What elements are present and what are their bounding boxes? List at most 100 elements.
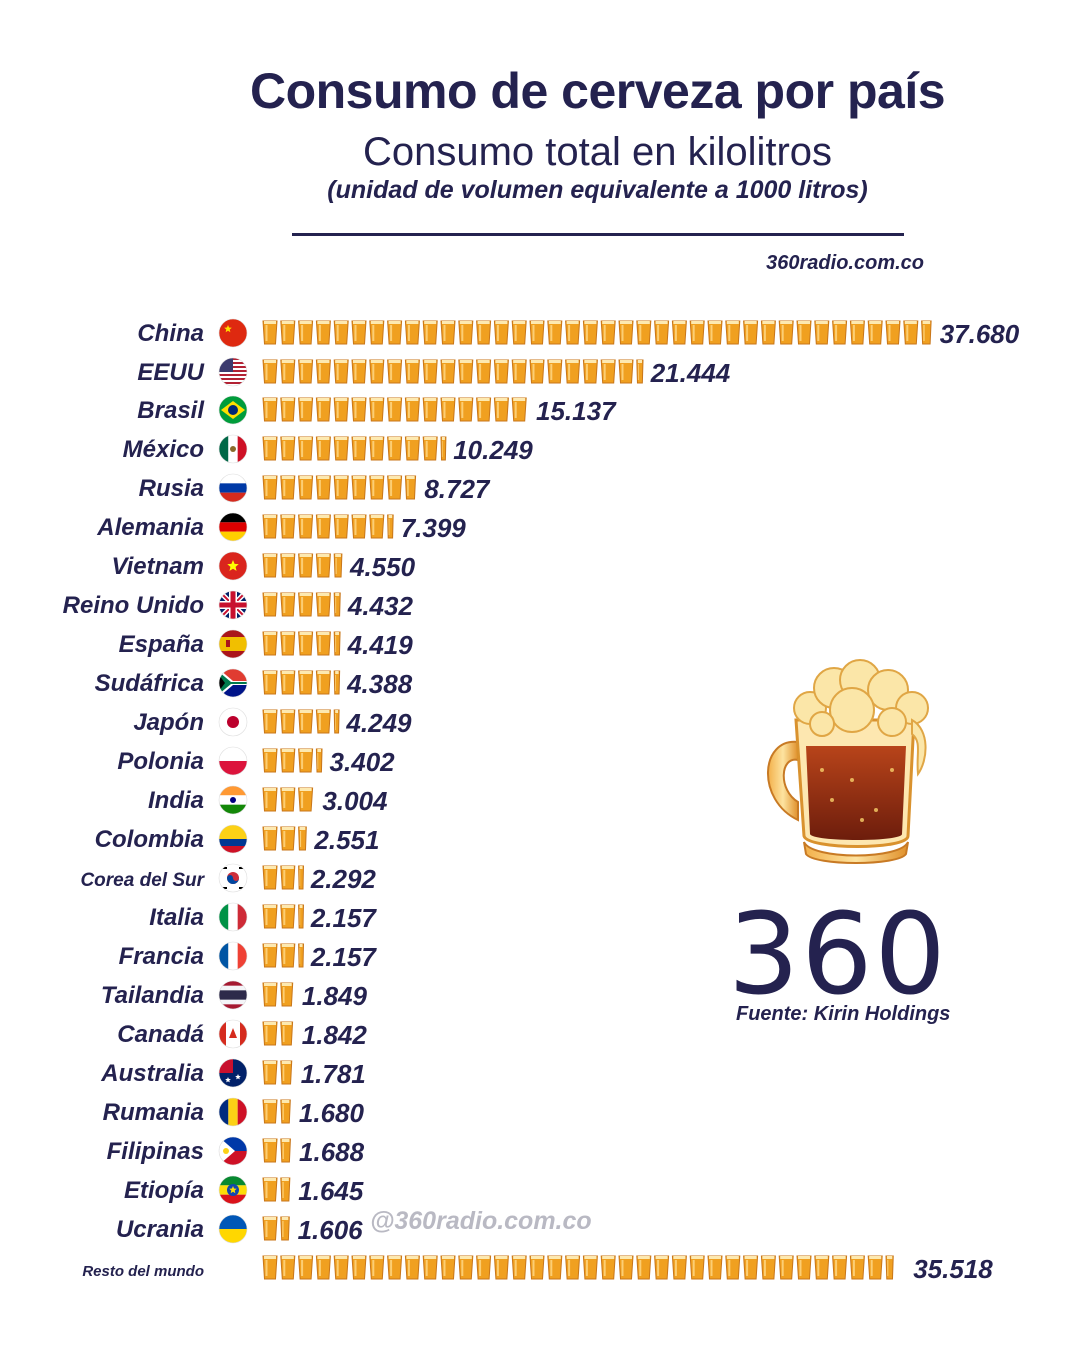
watermark: @360radio.com.co bbox=[370, 1207, 592, 1235]
beer-glass-icon bbox=[280, 514, 296, 539]
beer-glass-icon bbox=[369, 320, 385, 345]
country-label: Corea del Sur bbox=[80, 870, 205, 891]
country-label: India bbox=[148, 787, 204, 814]
country-label: Francia bbox=[119, 943, 204, 970]
south-korea-flag-icon bbox=[218, 863, 248, 893]
beer-glass-icon bbox=[529, 359, 545, 384]
value-label: 1.849 bbox=[302, 981, 368, 1011]
beer-glass-icon bbox=[671, 1255, 687, 1280]
beer-glass-icon bbox=[547, 1255, 563, 1280]
value-label: 4.388 bbox=[346, 669, 413, 699]
beer-glass-icon bbox=[689, 1255, 705, 1280]
beer-glass-icon bbox=[280, 1021, 294, 1046]
country-label: España bbox=[119, 631, 204, 658]
country-label: Reino Unido bbox=[63, 592, 204, 619]
beer-glass-icon bbox=[280, 670, 296, 695]
beer-glass-icon bbox=[280, 592, 296, 617]
beer-glass-icon bbox=[333, 514, 349, 539]
beer-glass-icon bbox=[280, 982, 294, 1007]
country-label: Colombia bbox=[95, 826, 204, 853]
beer-glass-icon bbox=[369, 1255, 385, 1280]
beer-glass-icon bbox=[404, 320, 420, 345]
germany-flag-icon bbox=[218, 512, 248, 542]
beer-glass-icon bbox=[814, 1255, 830, 1280]
beer-glass-icon bbox=[280, 553, 296, 578]
beer-glass-icon bbox=[280, 1099, 291, 1124]
beer-glass-icon bbox=[262, 787, 278, 812]
value-label: 1.781 bbox=[301, 1059, 366, 1089]
china-flag-icon bbox=[218, 318, 248, 348]
beer-glass-icon bbox=[262, 709, 278, 734]
beer-glass-icon bbox=[387, 436, 403, 461]
beer-glass-icon bbox=[280, 631, 296, 656]
beer-glass-icon bbox=[440, 320, 456, 345]
australia-flag-icon bbox=[218, 1058, 248, 1088]
value-label: 1.842 bbox=[302, 1020, 368, 1050]
russia-flag-icon bbox=[218, 473, 248, 503]
beer-glass-icon bbox=[369, 514, 385, 539]
beer-glass-icon bbox=[476, 1255, 492, 1280]
beer-glass-icon bbox=[280, 397, 296, 422]
beer-glass-icon bbox=[387, 1255, 403, 1280]
beer-glass-icon bbox=[298, 826, 307, 851]
beer-glass-icon bbox=[849, 1255, 865, 1280]
brand-logo: 360 bbox=[728, 890, 948, 1020]
beer-glass-icon bbox=[422, 397, 438, 422]
beer-glass-icon bbox=[636, 1255, 652, 1280]
beer-glass-icon bbox=[280, 320, 296, 345]
beer-glass-icon bbox=[760, 320, 776, 345]
beer-glass-icon bbox=[298, 943, 305, 968]
beer-glass-icon bbox=[600, 1255, 616, 1280]
country-label: EEUU bbox=[137, 359, 204, 386]
beer-glass-icon bbox=[262, 592, 278, 617]
beer-glass-icon bbox=[262, 514, 278, 539]
canada-flag-icon bbox=[218, 1019, 248, 1049]
beer-glass-icon bbox=[280, 436, 296, 461]
beer-glass-icon bbox=[387, 359, 403, 384]
beer-glass-icon bbox=[262, 397, 278, 422]
value-label: 2.551 bbox=[313, 825, 379, 855]
beer-glass-icon bbox=[298, 631, 314, 656]
beer-glass-icon bbox=[476, 320, 492, 345]
beer-glass-icon bbox=[369, 436, 385, 461]
country-label: Rumania bbox=[103, 1099, 204, 1126]
page-subtitle: Consumo total en kilolitros bbox=[362, 130, 833, 174]
colombia-flag-icon bbox=[218, 824, 248, 854]
beer-glass-icon bbox=[458, 320, 474, 345]
ethiopia-flag-icon bbox=[218, 1175, 248, 1205]
beer-glass-icon bbox=[315, 514, 331, 539]
beer-glass-icon bbox=[262, 826, 278, 851]
beer-glass-icon bbox=[743, 320, 759, 345]
beer-glass-icon bbox=[458, 359, 474, 384]
beer-glass-icon bbox=[369, 359, 385, 384]
beer-glass-icon bbox=[422, 320, 438, 345]
beer-glass-icon bbox=[280, 1138, 291, 1163]
beer-glass-icon bbox=[262, 631, 278, 656]
beer-glass-icon bbox=[315, 359, 331, 384]
beer-glass-icon bbox=[618, 320, 634, 345]
beer-glass-icon bbox=[333, 475, 349, 500]
beer-glass-icon bbox=[315, 592, 331, 617]
value-label: 2.157 bbox=[310, 942, 378, 972]
beer-glass-icon bbox=[262, 748, 278, 773]
beer-glass-icon bbox=[387, 320, 403, 345]
unit-note: (unidad de volumen equivalente a 1000 li… bbox=[327, 176, 868, 204]
beer-glass-icon bbox=[315, 1255, 331, 1280]
country-label: Sudáfrica bbox=[95, 670, 204, 697]
beer-glass-icon bbox=[262, 904, 278, 929]
beer-glass-icon bbox=[298, 359, 314, 384]
beer-glass-icon bbox=[404, 1255, 420, 1280]
beer-glass-icon bbox=[387, 514, 394, 539]
beer-glass-icon bbox=[582, 320, 598, 345]
value-label: 2.157 bbox=[310, 903, 378, 933]
beer-glass-icon bbox=[333, 553, 343, 578]
beer-glass-icon bbox=[582, 1255, 598, 1280]
beer-glass-icon bbox=[298, 514, 314, 539]
beer-glass-icon bbox=[476, 397, 492, 422]
beer-glass-icon bbox=[298, 320, 314, 345]
beer-glass-icon bbox=[369, 397, 385, 422]
beer-glass-icon bbox=[315, 709, 331, 734]
value-label: 4.550 bbox=[349, 552, 416, 582]
country-label: Tailandia bbox=[101, 982, 204, 1009]
